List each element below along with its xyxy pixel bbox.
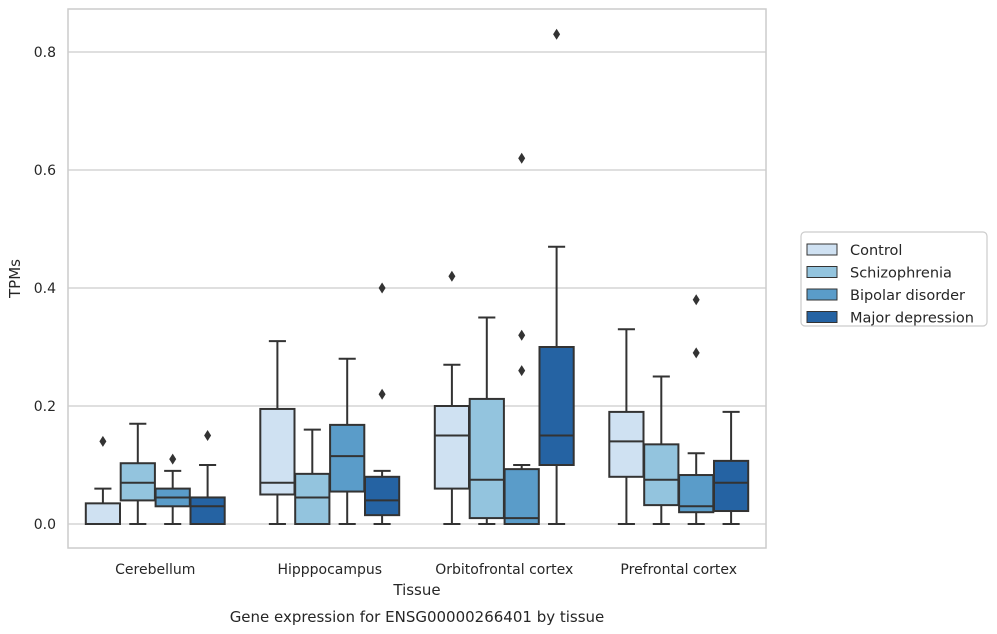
plot-frame — [67, 8, 767, 549]
box-iqr — [712, 459, 750, 513]
box-iqr — [259, 407, 296, 496]
outlier-point — [553, 28, 561, 40]
outlier-point — [518, 329, 526, 341]
outlier-point — [518, 152, 526, 164]
box-iqr — [363, 475, 401, 517]
box-iqr — [189, 496, 226, 526]
box-plot-layer — [84, 28, 750, 526]
box-0-0 — [84, 435, 122, 526]
outlier-point — [378, 282, 386, 294]
box-iqr — [84, 502, 122, 526]
outlier-point — [448, 270, 456, 282]
outlier-point — [99, 435, 107, 447]
box-2-0 — [433, 270, 471, 525]
y-tick-label: 0.4 — [34, 281, 56, 297]
outlier-point — [518, 365, 526, 377]
y-tick-label: 0.6 — [34, 163, 56, 179]
y-tick-label: 0.8 — [34, 45, 56, 61]
box-iqr — [468, 397, 505, 520]
legend-swatch — [806, 288, 838, 301]
box-0-2 — [154, 453, 191, 525]
box-1-0 — [259, 340, 296, 525]
box-1-2 — [329, 357, 366, 525]
legend-item-3: Major depression — [806, 311, 974, 327]
legend-item-1: Schizophrenia — [806, 266, 952, 282]
legend-item-2: Bipolar disorder — [806, 288, 965, 304]
x-tick-label: Hipppocampus — [277, 562, 382, 578]
legend-swatch — [806, 243, 838, 256]
box-iqr — [433, 405, 471, 490]
box-1-1 — [294, 428, 331, 526]
box-1-3 — [363, 282, 401, 525]
legend-label: Schizophrenia — [850, 266, 952, 282]
figure-caption: Gene expression for ENSG00000266401 by t… — [230, 608, 605, 626]
box-3-2 — [678, 294, 715, 525]
box-3-3 — [712, 410, 750, 525]
box-2-2 — [503, 152, 540, 526]
outlier-point — [378, 388, 386, 400]
y-axis-label: TPMs — [6, 259, 24, 299]
x-axis-label: Tissue — [392, 581, 440, 599]
y-tick-labels: 0.0 0.2 0.4 0.6 0.8 — [34, 45, 56, 533]
outlier-point — [204, 430, 212, 441]
box-2-3 — [538, 28, 575, 525]
outlier-point — [169, 453, 177, 465]
box-iqr — [608, 410, 645, 478]
box-iqr — [503, 468, 540, 526]
legend-label: Control — [850, 243, 902, 259]
x-tick-labels: Cerebellum Hipppocampus Orbitofrontal cort… — [115, 562, 737, 578]
legend: Control Schizophrenia Bipolar disorder Majo… — [800, 231, 988, 327]
grid-lines — [68, 51, 766, 525]
box-iqr — [329, 423, 366, 493]
legend-swatch — [806, 311, 838, 323]
outlier-point — [692, 294, 700, 306]
x-tick-label: Orbitofrontal cortex — [435, 562, 573, 578]
y-tick-label: 0.2 — [34, 399, 56, 415]
legend-label: Bipolar disorder — [850, 288, 965, 304]
box-0-3 — [189, 430, 226, 526]
x-tick-label: Cerebellum — [115, 562, 195, 578]
box-2-1 — [468, 316, 505, 525]
box-3-1 — [643, 375, 680, 525]
legend-label: Major depression — [850, 311, 974, 327]
outlier-point — [692, 347, 700, 359]
legend-swatch — [806, 266, 838, 278]
legend-frame — [800, 231, 988, 327]
legend-item-0: Control — [806, 243, 902, 259]
x-tick-label: Prefrontal cortex — [620, 562, 737, 578]
box-0-1 — [119, 422, 156, 525]
y-tick-label: 0.0 — [34, 517, 56, 533]
box-iqr — [643, 443, 680, 507]
box-iqr — [294, 472, 331, 526]
box-iqr — [538, 346, 575, 466]
box-3-0 — [608, 328, 645, 525]
